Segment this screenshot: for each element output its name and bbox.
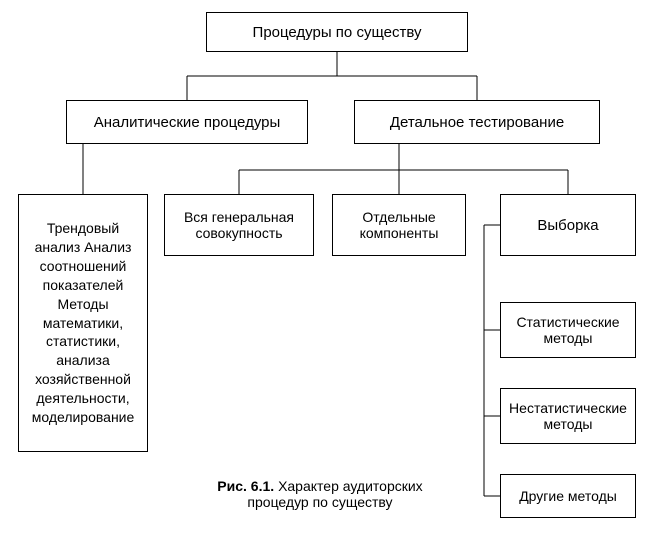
figure-caption-prefix: Рис. 6.1.: [217, 478, 274, 494]
node-trend-label: Трендовый анализ Анализ соотношений пока…: [25, 219, 141, 427]
node-components-label: Отдельные компоненты: [339, 209, 459, 241]
node-detailed: Детальное тестирование: [354, 100, 600, 144]
node-analytic: Аналитические процедуры: [66, 100, 308, 144]
node-sample-label: Выборка: [507, 217, 629, 234]
figure-caption-text: Характер аудиторских процедур по существ…: [247, 478, 422, 510]
node-population-label: Вся генеральная совокупность: [171, 209, 307, 241]
node-root: Процедуры по существу: [206, 12, 468, 52]
figure-caption: Рис. 6.1. Характер аудиторских процедур …: [200, 478, 440, 510]
node-stat: Статистические методы: [500, 302, 636, 358]
diagram-stage: Процедуры по существу Аналитические проц…: [0, 0, 650, 559]
node-nonstat-label: Нестатистические методы: [507, 400, 629, 432]
node-other-label: Другие методы: [507, 488, 629, 504]
node-nonstat: Нестатистические методы: [500, 388, 636, 444]
node-detailed-label: Детальное тестирование: [361, 114, 593, 131]
node-sample: Выборка: [500, 194, 636, 256]
node-trend: Трендовый анализ Анализ соотношений пока…: [18, 194, 148, 452]
node-analytic-label: Аналитические процедуры: [73, 114, 301, 131]
node-components: Отдельные компоненты: [332, 194, 466, 256]
node-stat-label: Статистические методы: [507, 314, 629, 346]
node-other: Другие методы: [500, 474, 636, 518]
node-root-label: Процедуры по существу: [213, 24, 461, 41]
node-population: Вся генеральная совокупность: [164, 194, 314, 256]
